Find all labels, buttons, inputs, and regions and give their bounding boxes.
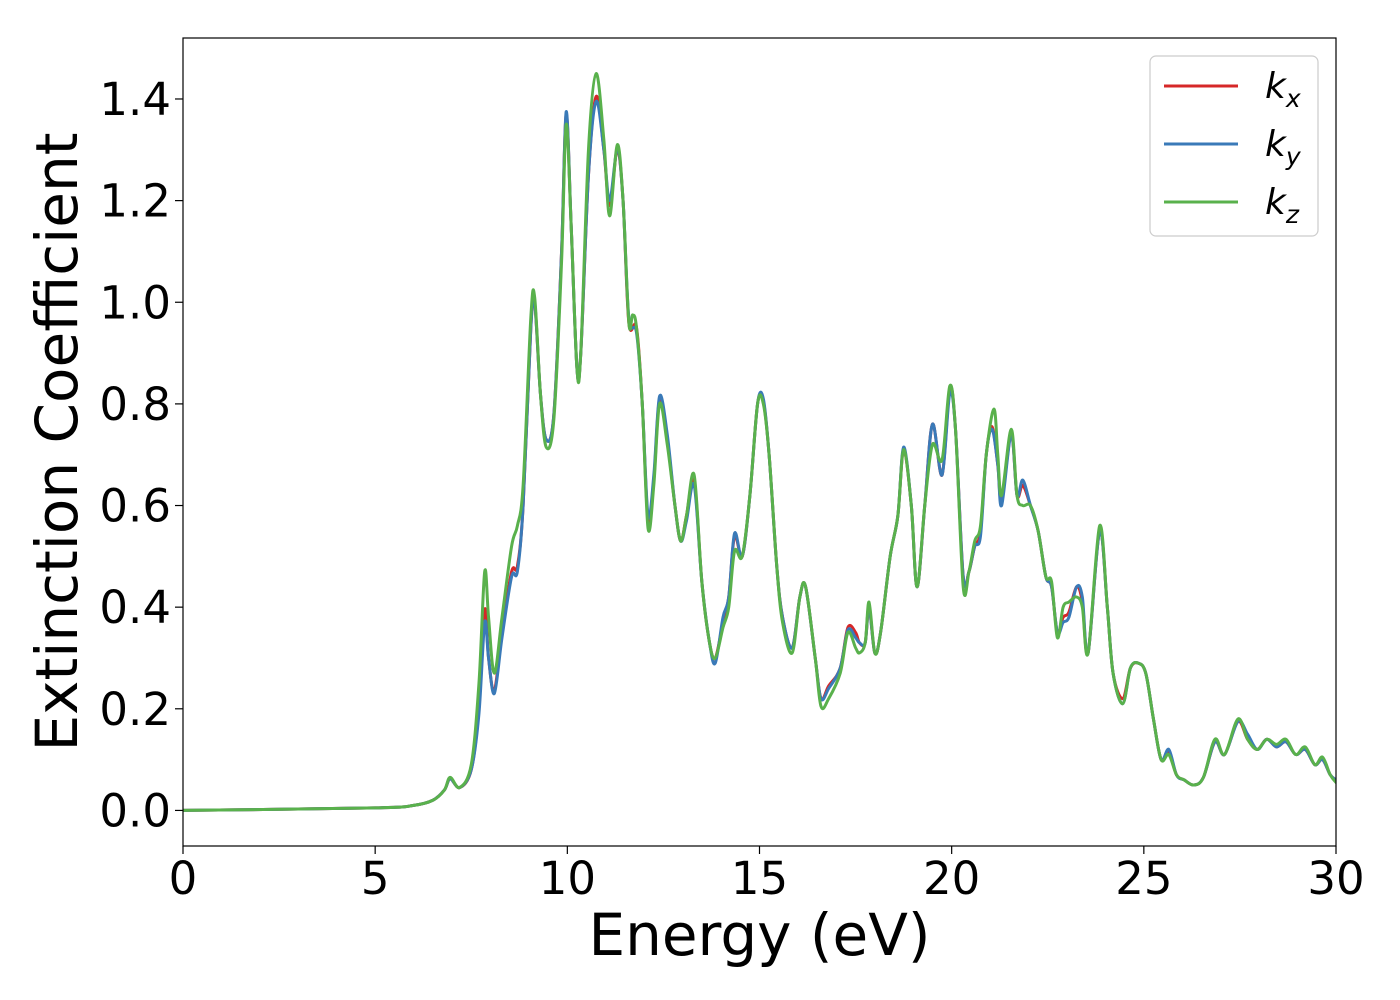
legend-label-base: k [1265,182,1288,223]
x-axis-title: Energy (eV) [588,901,930,969]
y-tick-label: 0.4 [99,581,171,634]
y-tick-label: 0.6 [99,480,171,533]
x-axis: 0 5 10 15 20 25 30 [169,846,1365,905]
legend-label-base: k [1265,66,1288,107]
legend-label-base: k [1265,124,1288,165]
series-line-kz [183,72,1336,812]
y-axis-title: Extinction Coefficient [23,133,91,752]
x-tick-label: 25 [1115,852,1172,905]
y-tick-label: 0.8 [99,378,171,431]
legend-label-kz: kz [1265,182,1300,229]
x-tick-label: 20 [923,852,980,905]
x-tick-label: 15 [731,852,788,905]
legend-box [1149,55,1319,237]
legend-label-subscript: x [1285,84,1301,113]
x-tick-label: 0 [169,852,198,905]
x-tick-label: 10 [539,852,596,905]
y-tick-label: 1.4 [99,73,171,126]
legend-label-subscript: z [1285,200,1300,229]
y-tick-label: 1.0 [99,276,171,329]
legend-label-subscript: y [1285,142,1302,171]
y-axis: 0.0 0.2 0.4 0.6 0.8 1.0 1.2 1.4 [99,73,183,837]
x-tick-label: 5 [361,852,390,905]
legend-label-kx: kx [1265,66,1301,113]
x-tick-label: 30 [1307,852,1364,905]
y-tick-label: 1.2 [99,175,171,228]
legend-label-ky: ky [1265,124,1302,171]
y-tick-label: 0.2 [99,683,171,736]
y-tick-label: 0.0 [99,784,171,837]
series-layer [183,72,1336,812]
